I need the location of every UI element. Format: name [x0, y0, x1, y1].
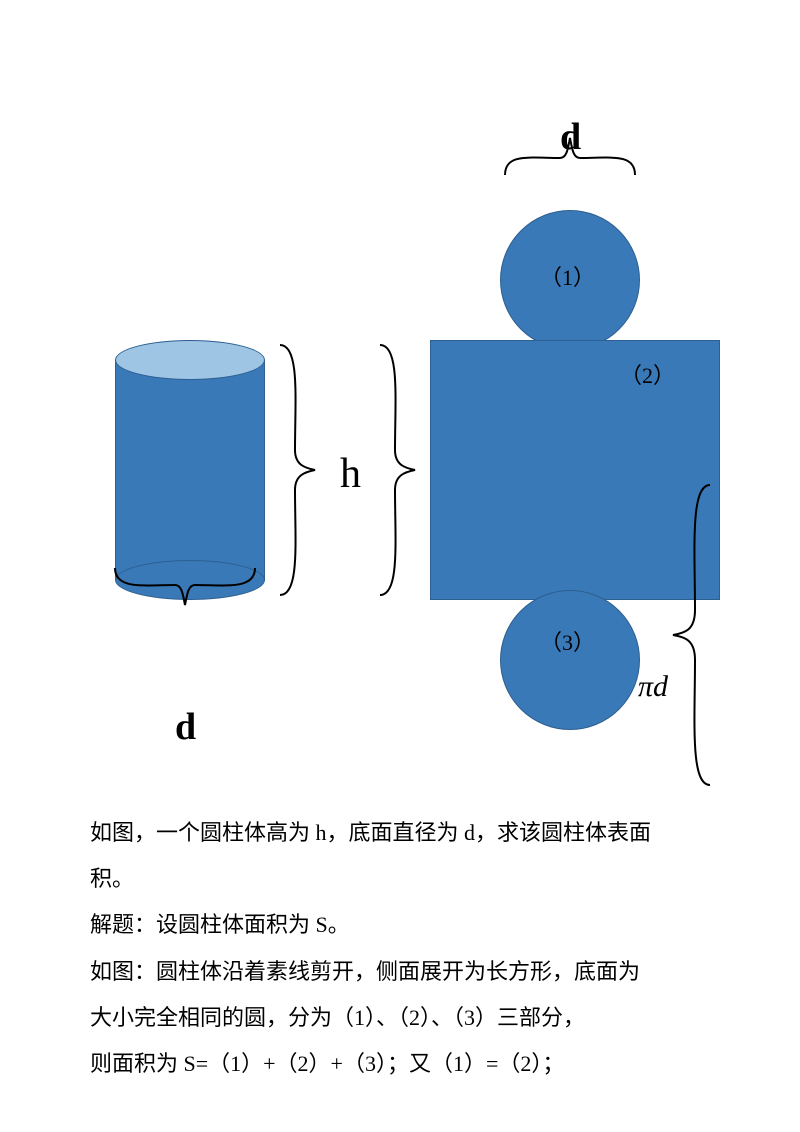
- brace-cylinder-height: [270, 340, 330, 600]
- label-d-left: d: [175, 705, 196, 749]
- cylinder-body: [115, 360, 265, 580]
- label-h: h: [340, 450, 361, 498]
- text-line-3: 解题：设圆柱体面积为 S。: [90, 902, 710, 948]
- text-line-5: 大小完全相同的圆，分为（1）、（2）、（3）三部分，: [90, 995, 710, 1041]
- page: h d d πd （1） （2）: [0, 0, 800, 1132]
- label-part-2: （2）: [620, 358, 675, 390]
- problem-text: 如图，一个圆柱体高为 h，底面直径为 d，求该圆柱体表面 积。 解题：设圆柱体面…: [90, 810, 710, 1087]
- text-line-2: 积。: [90, 856, 710, 902]
- label-part-1: （1）: [540, 260, 595, 292]
- text-line-4: 如图：圆柱体沿着素线剪开，侧面展开为长方形，底面为: [90, 949, 710, 995]
- text-line-6: 则面积为 S=（1）+（2）+（3）；又（1）=（2）；: [90, 1041, 710, 1087]
- text-line-1: 如图，一个圆柱体高为 h，底面直径为 d，求该圆柱体表面: [90, 810, 710, 856]
- label-part-3: （3）: [540, 625, 595, 657]
- label-d-top: d: [560, 115, 581, 159]
- cylinder: [115, 340, 265, 600]
- brace-net-height: [370, 340, 430, 600]
- cylinder-top-ellipse: [115, 340, 265, 380]
- diagram-area: h d d πd （1） （2）: [0, 0, 800, 790]
- cylinder-bottom-ellipse: [115, 560, 265, 600]
- label-pi-d: πd: [638, 670, 668, 704]
